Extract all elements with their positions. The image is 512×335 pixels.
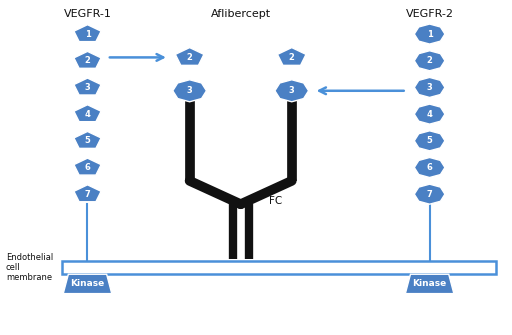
Polygon shape xyxy=(414,131,445,151)
Polygon shape xyxy=(414,77,445,97)
Text: VEGFR-2: VEGFR-2 xyxy=(406,9,454,19)
Text: 6: 6 xyxy=(84,163,91,172)
Polygon shape xyxy=(414,24,445,44)
Text: 2: 2 xyxy=(187,53,193,62)
Polygon shape xyxy=(414,104,445,124)
Text: VEGFR-1: VEGFR-1 xyxy=(63,9,112,19)
Text: 5: 5 xyxy=(84,136,91,145)
Text: 7: 7 xyxy=(84,190,91,199)
Polygon shape xyxy=(173,80,206,102)
Polygon shape xyxy=(74,51,101,68)
Text: 3: 3 xyxy=(84,83,91,92)
Polygon shape xyxy=(74,131,101,148)
Text: 4: 4 xyxy=(84,110,91,119)
Polygon shape xyxy=(414,51,445,71)
Text: 3: 3 xyxy=(426,83,433,92)
Polygon shape xyxy=(74,78,101,95)
Text: Endothelial
cell
membrane: Endothelial cell membrane xyxy=(6,253,53,282)
Polygon shape xyxy=(63,274,112,293)
Text: Aflibercept: Aflibercept xyxy=(210,9,271,19)
Polygon shape xyxy=(74,158,101,175)
Polygon shape xyxy=(74,25,101,42)
Text: 3: 3 xyxy=(289,86,294,95)
Text: 5: 5 xyxy=(426,136,433,145)
Text: 2: 2 xyxy=(426,56,433,65)
Bar xyxy=(62,261,496,274)
Text: FC: FC xyxy=(269,196,283,206)
Polygon shape xyxy=(406,274,454,293)
Text: 3: 3 xyxy=(187,86,193,95)
Polygon shape xyxy=(414,184,445,204)
Text: 4: 4 xyxy=(426,110,433,119)
Text: 2: 2 xyxy=(289,53,295,62)
Text: 6: 6 xyxy=(426,163,433,172)
Polygon shape xyxy=(414,157,445,178)
Text: 2: 2 xyxy=(84,56,91,65)
Text: Kinase: Kinase xyxy=(70,279,104,288)
Text: 1: 1 xyxy=(84,29,91,39)
Text: 7: 7 xyxy=(426,190,433,199)
Polygon shape xyxy=(74,105,101,122)
Polygon shape xyxy=(74,185,101,202)
Text: Kinase: Kinase xyxy=(413,279,447,288)
Polygon shape xyxy=(278,48,306,65)
Polygon shape xyxy=(175,48,204,65)
Polygon shape xyxy=(275,80,309,102)
Text: 1: 1 xyxy=(426,29,433,39)
